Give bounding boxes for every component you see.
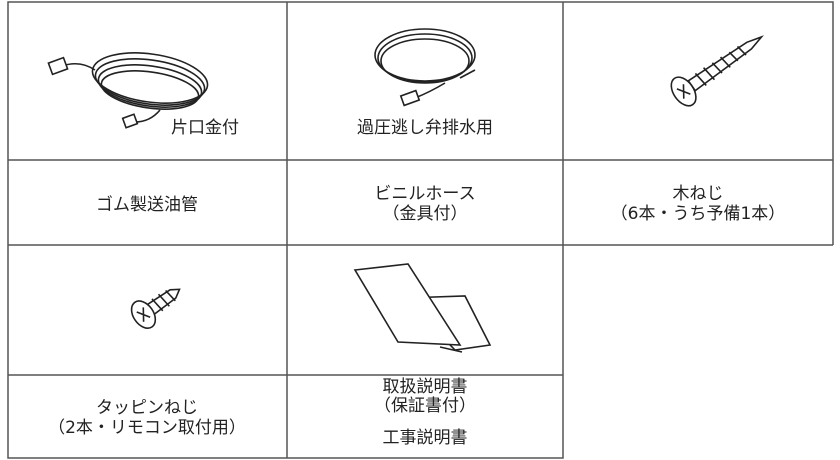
part-name: タッピンねじ <box>96 398 198 418</box>
table-borders <box>7 1 834 459</box>
vinyl-hose-illustration: 過圧逃し弁排水用 <box>357 28 493 138</box>
part-note: （6本・うち予備1本） <box>611 204 786 224</box>
part-note: （保証書付） <box>374 396 476 416</box>
part-note: （金具付） <box>383 204 468 224</box>
part-name: 取扱説明書 <box>383 377 468 397</box>
image-label: 片口金付 <box>171 118 239 138</box>
part-name: 工事説明書 <box>383 428 468 448</box>
tapping-screw-illustration <box>130 288 181 329</box>
part-name: 木ねじ <box>673 184 724 204</box>
part-name: ゴム製送油管 <box>96 194 198 215</box>
part-note: （2本・リモコン取付用） <box>48 418 246 438</box>
part-name: ビニルホース <box>374 184 475 204</box>
oil-hose-illustration: 片口金付 <box>47 52 239 138</box>
wood-screw-illustration <box>670 35 764 107</box>
image-label: 過圧逃し弁排水用 <box>357 118 493 138</box>
manual-illustration <box>353 263 492 353</box>
